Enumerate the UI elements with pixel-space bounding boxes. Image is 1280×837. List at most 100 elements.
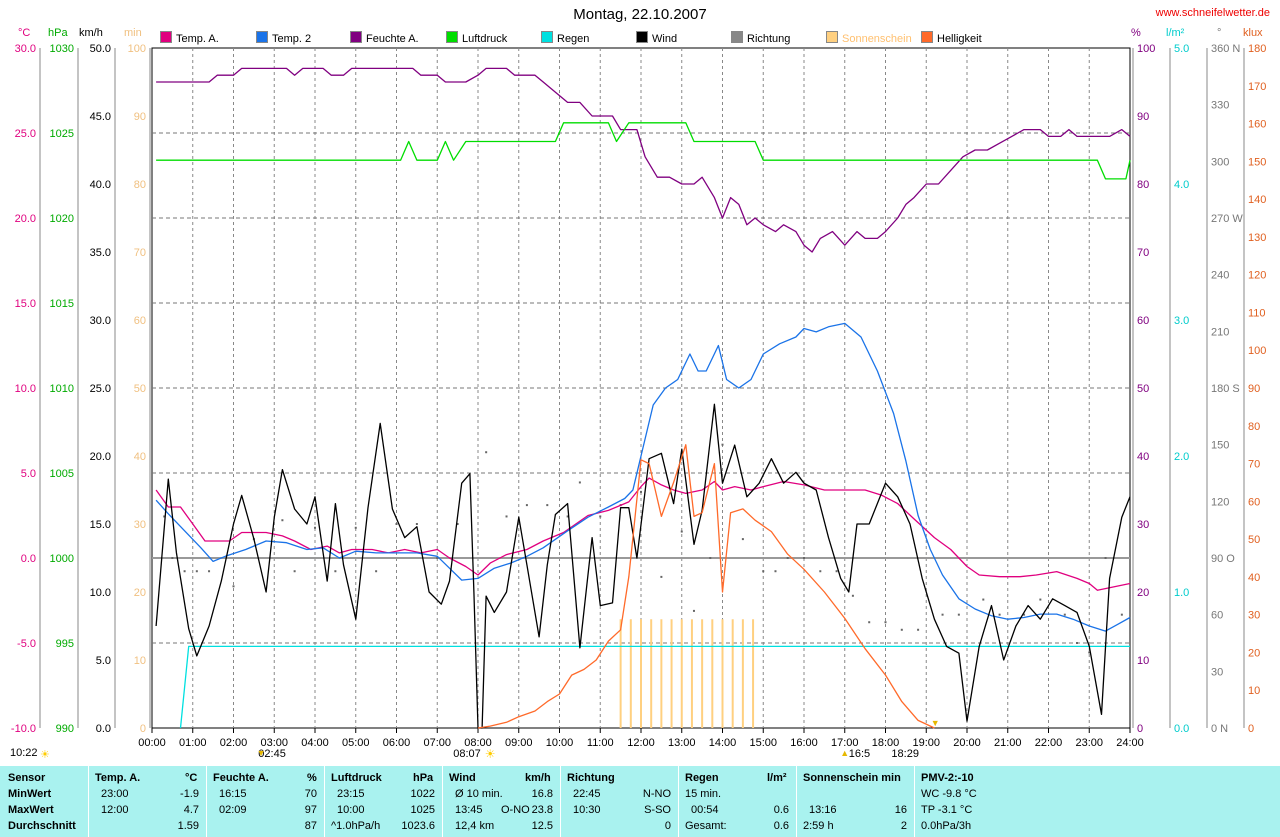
- tick-label-wind: 30.0: [90, 315, 111, 327]
- direction-head: Richtung: [567, 772, 615, 784]
- sunshine-total: 2:59 h: [803, 820, 834, 832]
- x-tick-label: 21:00: [994, 737, 1022, 749]
- humidity-column: Feuchte A. % 16:15 70 02:09 97 87: [206, 766, 325, 837]
- series-line-luftdruck: [156, 122, 1131, 180]
- direction-dot: [957, 613, 960, 616]
- direction-dot: [171, 557, 174, 559]
- direction-dot: [232, 585, 235, 588]
- wind-avg: 12.5: [531, 820, 553, 832]
- direction-dot: [819, 570, 822, 573]
- direction-dot: [835, 570, 838, 573]
- pressure-head: Luftdruck: [331, 772, 382, 784]
- rain-interval: 15 min.: [685, 788, 722, 800]
- direction-dot: [566, 515, 569, 518]
- legend-item-luftdruck: Luftdruck: [446, 31, 507, 45]
- wind-peak-label: 16:5: [849, 748, 870, 760]
- tick-label-sun_min: 0: [140, 723, 146, 735]
- x-tick-label: 00:00: [138, 737, 166, 749]
- tick-label-rain: 5.0: [1174, 43, 1189, 55]
- legend-swatch: [541, 31, 553, 43]
- tick-label-direction: 270 W: [1211, 213, 1243, 225]
- tick-label-sun_min: 30: [134, 519, 146, 531]
- x-tick-label: 23:00: [1075, 737, 1103, 749]
- direction-avg: 0: [664, 820, 671, 832]
- sunrise-label: 08:07: [453, 748, 481, 760]
- tick-label-klux: 130: [1248, 232, 1266, 244]
- legend-swatch: [826, 31, 838, 43]
- direction-dot: [546, 504, 549, 507]
- humidity-unit: %: [1131, 27, 1141, 39]
- direction-dot: [803, 557, 805, 559]
- direction-dot: [578, 481, 581, 484]
- sunshine-max-time: 13:16: [809, 804, 837, 816]
- legend-swatch: [256, 31, 268, 43]
- tick-label-rain: 2.0: [1174, 451, 1189, 463]
- direction-dot: [1023, 613, 1026, 616]
- legend-swatch: [921, 31, 933, 43]
- tick-label-rain: 4.0: [1174, 179, 1189, 191]
- page-title: Montag, 22.10.2007: [573, 6, 707, 23]
- temp-max-time: 12:00: [101, 804, 129, 816]
- tick-label-humidity: 70: [1137, 247, 1149, 259]
- direction-dot: [884, 621, 887, 624]
- legend-label: Temp. A.: [176, 33, 219, 45]
- x-tick-label: 14:00: [709, 737, 737, 749]
- pressure-max-time: 10:00: [337, 804, 365, 816]
- tick-label-wind: 50.0: [90, 43, 111, 55]
- site-url[interactable]: www.schneifelwetter.de: [1155, 7, 1270, 19]
- tick-label-temp: -5.0: [17, 638, 36, 650]
- direction-dot: [456, 523, 459, 525]
- tick-label-rain: 0.0: [1174, 723, 1189, 735]
- direction-dot: [525, 504, 528, 507]
- legend-swatch: [160, 31, 172, 43]
- wind-head: Wind: [449, 772, 476, 784]
- direction-dot: [314, 526, 316, 529]
- tick-label-humidity: 80: [1137, 179, 1149, 191]
- legend-label: Feuchte A.: [366, 33, 419, 45]
- tick-label-direction: 90 O: [1211, 553, 1235, 565]
- legend-item-wind: Wind: [636, 31, 677, 45]
- x-tick-label: 22:00: [1035, 737, 1063, 749]
- wind-peak-marker-icon: ▲: [840, 748, 849, 758]
- tick-label-humidity: 40: [1137, 451, 1149, 463]
- sunset-label: 18:29: [891, 748, 919, 760]
- tick-label-wind: 35.0: [90, 247, 111, 259]
- day-length: 10:22: [10, 747, 38, 759]
- temp-head: Temp. A.: [95, 772, 141, 784]
- tick-label-direction: 180 S: [1211, 383, 1240, 395]
- tick-label-klux: 10: [1248, 685, 1260, 697]
- x-tick-label: 03:00: [260, 737, 288, 749]
- rain-unit: l/m²: [1166, 27, 1185, 39]
- x-tick-label: 04:00: [301, 737, 329, 749]
- direction-dot: [1104, 557, 1107, 559]
- direction-dot: [163, 515, 166, 518]
- temp-max: 4.7: [183, 804, 199, 816]
- direction-dot: [774, 570, 777, 573]
- x-tick-label: 01:00: [179, 737, 207, 749]
- tick-label-temp: -10.0: [11, 723, 36, 735]
- tick-label-klux: 110: [1248, 307, 1266, 319]
- direction-dot: [680, 530, 683, 533]
- direction-dot: [599, 515, 602, 518]
- tick-label-klux: 50: [1248, 534, 1260, 546]
- legend-swatch: [731, 31, 743, 43]
- direction-dot: [1088, 651, 1091, 654]
- x-tick-label: 19:00: [912, 737, 940, 749]
- temp-column: Temp. A. °C 23:00 -1.9 12:00 4.7 1.59: [88, 766, 207, 837]
- series-line-wind: [155, 403, 1131, 729]
- direction-dot: [354, 526, 357, 529]
- direction-max: S-SO: [644, 804, 671, 816]
- direction-dot: [721, 443, 724, 446]
- humidity-min: 70: [304, 788, 317, 800]
- humidity-avg: 87: [304, 820, 317, 832]
- summary-table: Sensor MinWert MaxWert Durchschnitt Temp…: [0, 766, 1280, 837]
- tick-label-direction: 210: [1211, 326, 1229, 338]
- x-tick-label: 05:00: [342, 737, 370, 749]
- tick-label-pressure: 990: [56, 723, 74, 735]
- sunset-marker-icon: ▼: [931, 718, 940, 728]
- tick-label-rain: 1.0: [1174, 587, 1189, 599]
- pressure-unit-head: hPa: [413, 772, 434, 784]
- legend-item-helligkeit: Helligkeit: [921, 31, 982, 45]
- series-line-temp-2: [155, 322, 1131, 632]
- direction-dot: [415, 523, 418, 525]
